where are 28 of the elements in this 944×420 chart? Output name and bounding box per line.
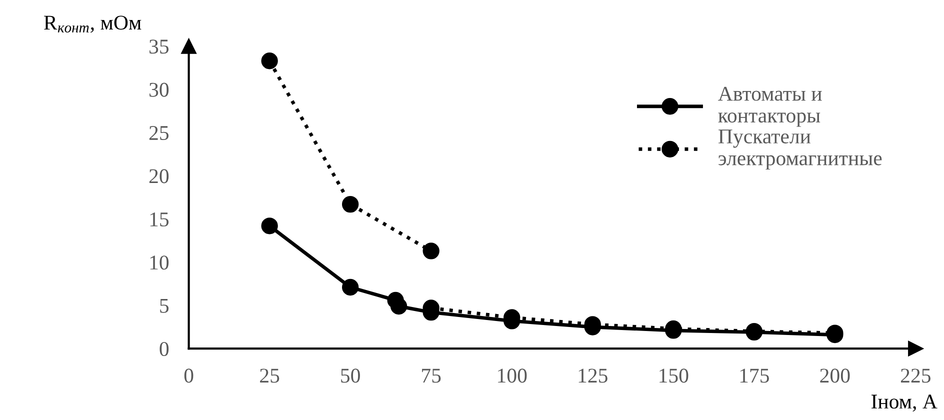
y-tick-label: 35 bbox=[150, 40, 169, 54]
x-axis-title: Iном, А bbox=[871, 394, 938, 412]
point bbox=[261, 52, 278, 70]
y-tick-label: 5 bbox=[160, 298, 169, 313]
point bbox=[390, 298, 408, 315]
point bbox=[342, 278, 359, 296]
x-tick-label: 125 bbox=[578, 368, 608, 383]
y-tick-label: 0 bbox=[160, 342, 169, 356]
point bbox=[342, 196, 359, 213]
y-tick-label: 30 bbox=[150, 82, 169, 97]
legend-label: Пускатели электромагнитные bbox=[718, 130, 882, 170]
x-tick-label: 25 bbox=[260, 368, 280, 383]
x-tick-label: 150 bbox=[660, 368, 688, 383]
y-tick-label: 20 bbox=[149, 169, 169, 184]
x-tick-label: 50 bbox=[341, 368, 360, 383]
x-tick-label: 225 bbox=[900, 368, 930, 383]
x-tick-label: 175 bbox=[740, 368, 769, 383]
point bbox=[422, 242, 440, 260]
x-tick-label: 75 bbox=[422, 368, 441, 383]
y-axis-title: R$_{конт}$, мОм bbox=[44, 16, 142, 33]
x-tick-label: 0 bbox=[184, 368, 194, 383]
y-tick-label: 10 bbox=[150, 256, 169, 270]
y-tick-label: 15 bbox=[150, 212, 169, 226]
point bbox=[261, 218, 278, 234]
x-tick-label: 200 bbox=[820, 368, 850, 383]
x-tick-label: 100 bbox=[498, 368, 527, 383]
legend-label: Автоматы и контакторы bbox=[718, 86, 822, 127]
y-tick-label: 25 bbox=[149, 126, 169, 140]
